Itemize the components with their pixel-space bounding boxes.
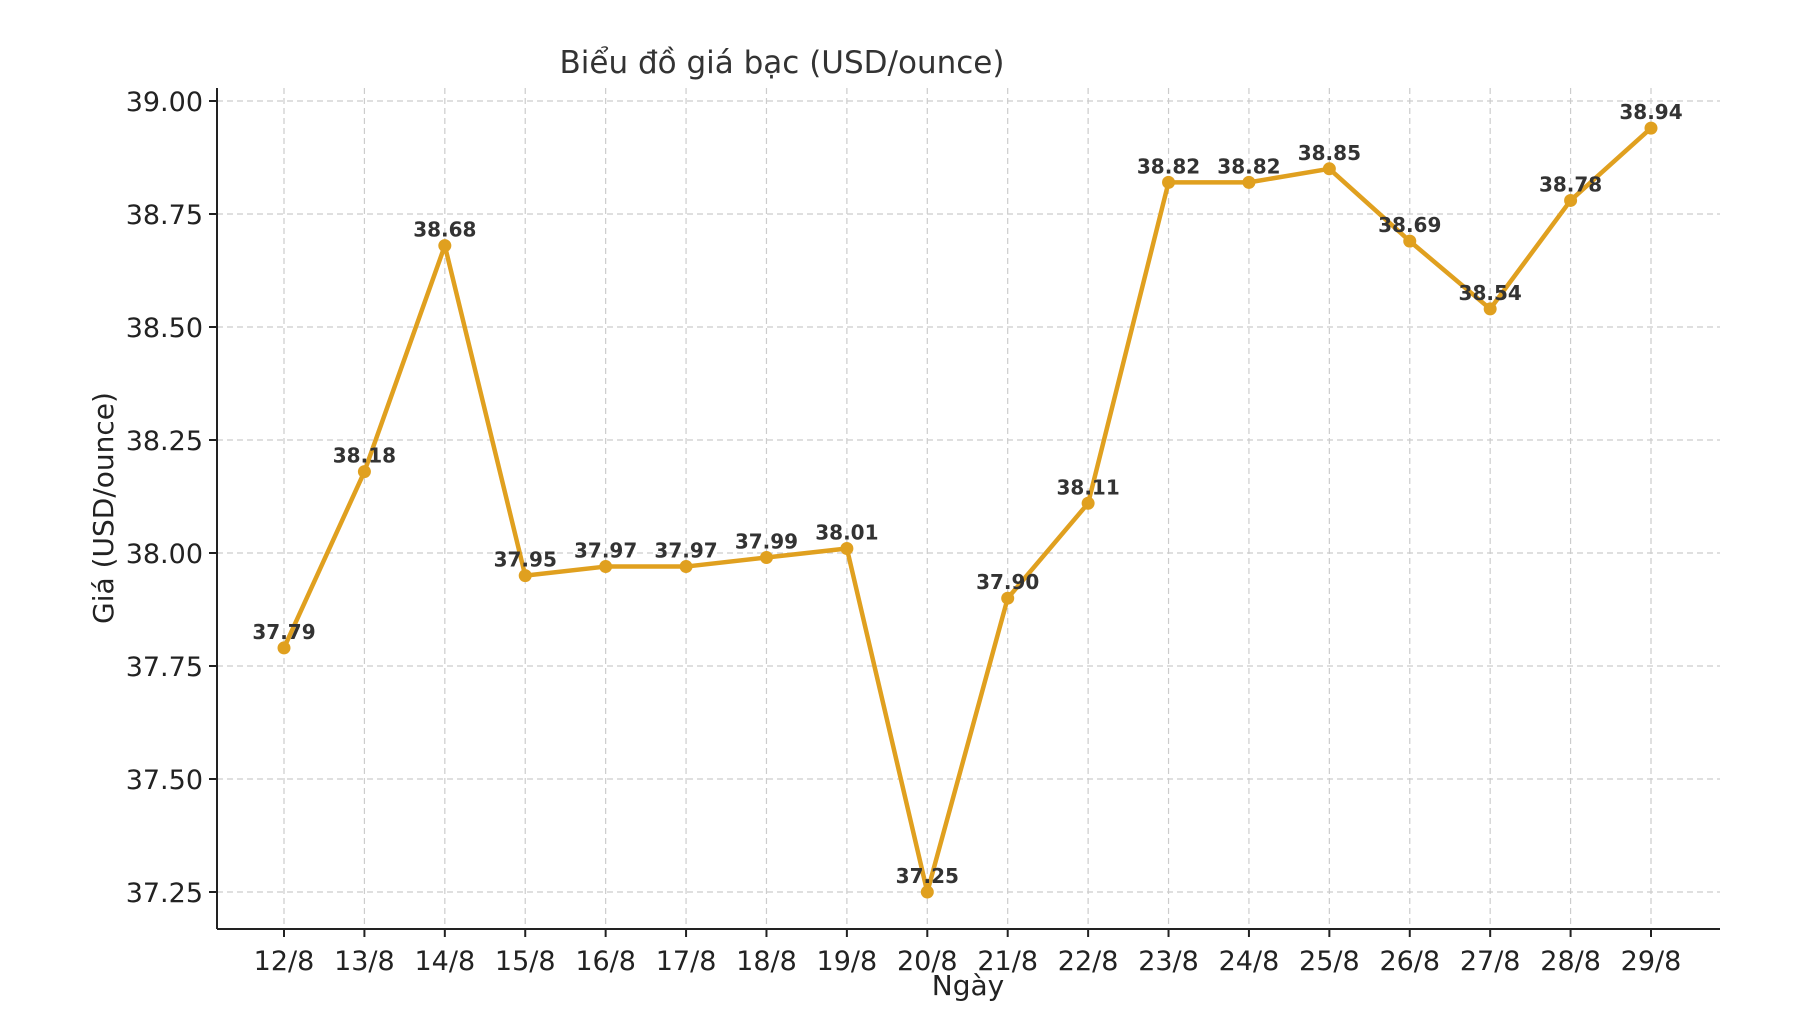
x-tick-label: 29/8 xyxy=(1621,946,1682,977)
y-tick-label: 38.50 xyxy=(126,313,203,344)
data-label: 38.54 xyxy=(1459,281,1522,305)
data-point xyxy=(357,465,371,479)
data-label: 38.68 xyxy=(413,218,476,242)
data-label: 38.94 xyxy=(1619,100,1682,124)
data-label: 38.01 xyxy=(815,520,878,544)
chart-title: Biểu đồ giá bạc (USD/ounce) xyxy=(560,45,1005,81)
data-point xyxy=(1162,175,1176,189)
y-tick-label: 37.75 xyxy=(126,652,203,683)
y-tick-label: 37.25 xyxy=(126,878,203,909)
data-point xyxy=(1322,162,1336,176)
data-point xyxy=(840,541,854,555)
data-point xyxy=(759,551,773,565)
x-tick-label: 17/8 xyxy=(656,946,717,977)
data-point xyxy=(679,560,693,574)
data-point xyxy=(277,641,291,655)
series-line xyxy=(281,125,1654,895)
x-tick-label: 24/8 xyxy=(1219,946,1280,977)
x-tick-label: 25/8 xyxy=(1299,946,1360,977)
y-tick-label: 38.00 xyxy=(126,539,203,570)
data-label: 38.82 xyxy=(1217,154,1280,178)
x-tick-label: 16/8 xyxy=(575,946,636,977)
x-tick-label: 21/8 xyxy=(977,946,1038,977)
y-tick-label: 39.00 xyxy=(126,87,203,118)
x-tick-label: 22/8 xyxy=(1058,946,1119,977)
y-tick-label: 37.50 xyxy=(126,765,203,796)
grid xyxy=(217,88,1720,929)
x-tick-label: 28/8 xyxy=(1540,946,1601,977)
data-labels: 37.79 38.18 38.68 37.95 37.97 37.97 37.99 38.01… xyxy=(252,100,1682,888)
x-tick-label: 15/8 xyxy=(495,946,556,977)
y-tick-label: 38.75 xyxy=(126,200,203,231)
series xyxy=(277,121,1658,899)
data-label: 37.79 xyxy=(252,620,315,644)
data-point xyxy=(438,239,452,253)
data-point xyxy=(1644,121,1658,135)
data-label: 37.90 xyxy=(976,570,1039,594)
data-point xyxy=(1001,591,1015,605)
x-tick-label: 19/8 xyxy=(817,946,878,977)
data-label: 38.11 xyxy=(1056,475,1119,499)
data-point xyxy=(1564,193,1578,207)
data-point xyxy=(518,569,532,583)
y-tick-label: 38.25 xyxy=(126,426,203,457)
data-point xyxy=(1483,302,1497,316)
y-axis-label: Giá (USD/ounce) xyxy=(87,392,120,624)
data-point xyxy=(1403,234,1417,248)
data-point xyxy=(1081,496,1095,510)
data-label: 38.69 xyxy=(1378,213,1441,237)
data-label: 38.78 xyxy=(1539,172,1602,196)
data-label: 38.82 xyxy=(1137,154,1200,178)
data-label: 37.25 xyxy=(896,864,959,888)
data-label: 37.99 xyxy=(735,530,798,554)
data-point xyxy=(1242,175,1256,189)
data-label: 37.97 xyxy=(654,539,717,563)
x-tick-label: 12/8 xyxy=(254,946,315,977)
data-label: 37.97 xyxy=(574,539,637,563)
x-tick-label: 26/8 xyxy=(1379,946,1440,977)
x-tick-label: 13/8 xyxy=(334,946,395,977)
x-tick-label: 20/8 xyxy=(897,946,958,977)
x-tick-label: 18/8 xyxy=(736,946,797,977)
x-tick-label: 23/8 xyxy=(1138,946,1199,977)
data-point xyxy=(920,885,934,899)
axes xyxy=(216,88,1720,930)
x-tick-label: 14/8 xyxy=(415,946,476,977)
data-label: 38.18 xyxy=(333,444,396,468)
data-point xyxy=(599,560,613,574)
data-label: 38.85 xyxy=(1298,141,1361,165)
x-tick-label: 27/8 xyxy=(1460,946,1521,977)
x-axis-label: Ngày xyxy=(932,969,1004,1002)
ticks: 37.25 37.50 37.75 38.00 38.25 38.50 38.75 39.00… xyxy=(126,87,1682,977)
data-label: 37.95 xyxy=(494,548,557,572)
